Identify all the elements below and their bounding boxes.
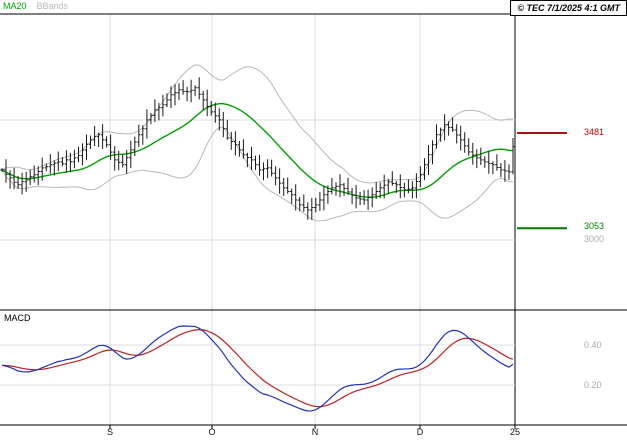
support-price-label: 3053 (584, 221, 605, 231)
price-bars (0, 77, 515, 220)
macd-scale-lower-label: 0.20 (584, 380, 602, 390)
macd-scale-upper-label: 0.40 (584, 340, 602, 350)
macd-line (1, 325, 514, 412)
legend-ma20: MA20 (3, 1, 27, 11)
bollinger-lower-band (1, 126, 514, 222)
gridline-price-label: 3000 (584, 234, 605, 244)
copyright-box: © TEC 7/1/2025 4:1 GMT (510, 0, 627, 16)
macd-signal-line (1, 328, 514, 408)
indicator-legend: MA20 BBands (3, 1, 68, 11)
macd-panel-label: MACD (4, 313, 31, 323)
ma20-line (1, 102, 514, 198)
resistance-price-label: 3481 (584, 127, 605, 137)
legend-bbands: BBands (36, 1, 69, 11)
